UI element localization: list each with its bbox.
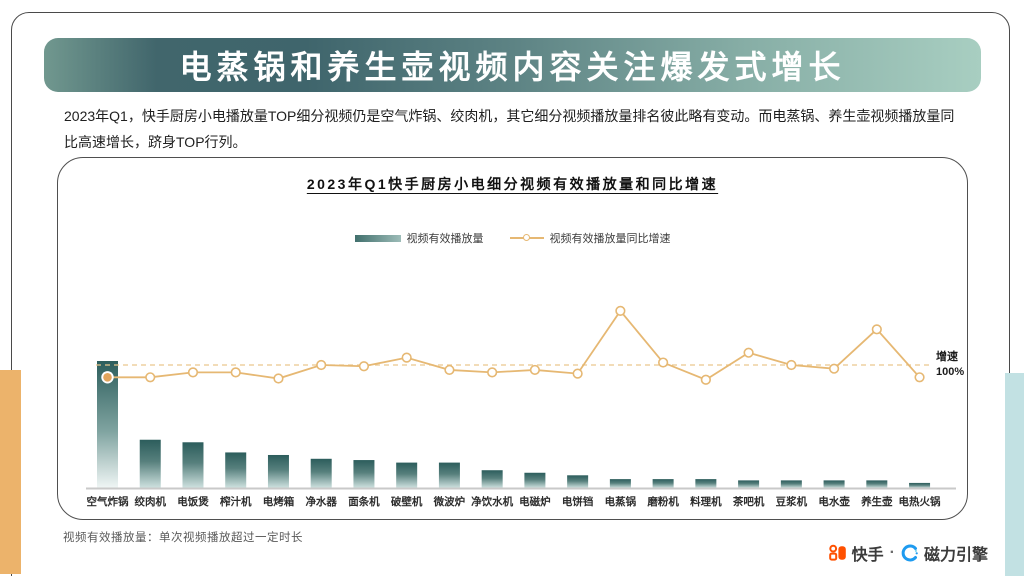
chart-legend: 视频有效播放量 视频有效播放量同比增速 bbox=[58, 230, 967, 246]
bar-series-swatch bbox=[354, 234, 401, 242]
svg-text:净饮水机: 净饮水机 bbox=[471, 495, 513, 508]
line-series-swatch bbox=[509, 234, 544, 241]
magnet-engine-logo-icon bbox=[901, 544, 918, 562]
svg-text:榨汁机: 榨汁机 bbox=[219, 495, 252, 508]
svg-text:电磁炉: 电磁炉 bbox=[519, 495, 551, 508]
svg-text:电烤箱: 电烤箱 bbox=[263, 495, 295, 508]
svg-text:料理机: 料理机 bbox=[690, 495, 722, 508]
legend-item-bar-series: 视频有效播放量 bbox=[354, 230, 484, 246]
svg-text:电水壶: 电水壶 bbox=[818, 495, 850, 508]
legend-item-line-series: 视频有效播放量同比增速 bbox=[509, 230, 671, 246]
svg-text:面条机: 面条机 bbox=[348, 495, 380, 508]
engine-wordmark: 磁力引擎 bbox=[923, 547, 988, 564]
reference-line-label: 增速 100% bbox=[936, 350, 964, 380]
line-marker-icon bbox=[522, 234, 530, 241]
svg-text:电饼铛: 电饼铛 bbox=[562, 495, 594, 508]
brand-separator: · bbox=[889, 544, 895, 561]
svg-text:破壁机: 破壁机 bbox=[391, 495, 423, 508]
svg-text:豆浆机: 豆浆机 bbox=[776, 495, 808, 508]
footnote: 视频有效播放量：单次视频播放超过一定时长 bbox=[63, 532, 303, 544]
page-title: 电蒸锅和养生壶视频内容关注爆发式增长 bbox=[179, 49, 846, 85]
right-accent-bar bbox=[1005, 373, 1024, 576]
svg-text:电蒸锅: 电蒸锅 bbox=[605, 495, 637, 508]
intro-paragraph: 2023年Q1，快手厨房小电播放量TOP细分视频仍是空气炸锅、绞肉机，其它细分视… bbox=[64, 108, 955, 150]
svg-text:茶吧机: 茶吧机 bbox=[732, 495, 765, 508]
svg-text:绞肉机: 绞肉机 bbox=[134, 495, 166, 508]
chart-card: 空气炸锅 绞肉机 电饭煲 榨汁机 电烤箱 净水器 面条机 破壁机 微波炉 净饮水机 电磁炉 电饼铛 电蒸… bbox=[57, 157, 968, 520]
svg-text:净水器: 净水器 bbox=[305, 495, 337, 508]
svg-text:养生壶: 养生壶 bbox=[860, 495, 893, 508]
kuaishou-logo-icon bbox=[828, 544, 846, 561]
page-border-frame bbox=[11, 12, 1010, 576]
svg-text:磨粉机: 磨粉机 bbox=[646, 495, 679, 508]
bar-series-legend-label: 视频有效播放量 bbox=[406, 233, 484, 245]
svg-text:电饭煲: 电饭煲 bbox=[177, 495, 209, 508]
svg-text:微波炉: 微波炉 bbox=[433, 495, 466, 508]
reference-line-value: 100% bbox=[936, 366, 965, 378]
combo-chart-plot: 空气炸锅 绞肉机 电饭煲 榨汁机 电烤箱 净水器 面条机 破壁机 微波炉 净饮水机 电磁炉 电饼铛 电蒸… bbox=[86, 305, 956, 508]
chart-title: 2023年Q1快手厨房小电细分视频有效播放量和同比增速 bbox=[306, 176, 719, 192]
svg-text:电热火锅: 电热火锅 bbox=[899, 495, 941, 508]
svg-text:空气炸锅: 空气炸锅 bbox=[87, 495, 129, 508]
kuaishou-wordmark: 快手 bbox=[851, 547, 884, 564]
brand-logos: 快手 · 磁力引擎 bbox=[828, 541, 988, 565]
reference-line-title: 增速 bbox=[936, 351, 958, 363]
left-accent-bar bbox=[0, 370, 21, 574]
title-banner: 电蒸锅和养生壶视频内容关注爆发式增长 bbox=[44, 38, 981, 92]
line-series-legend-label: 视频有效播放量同比增速 bbox=[549, 233, 671, 245]
